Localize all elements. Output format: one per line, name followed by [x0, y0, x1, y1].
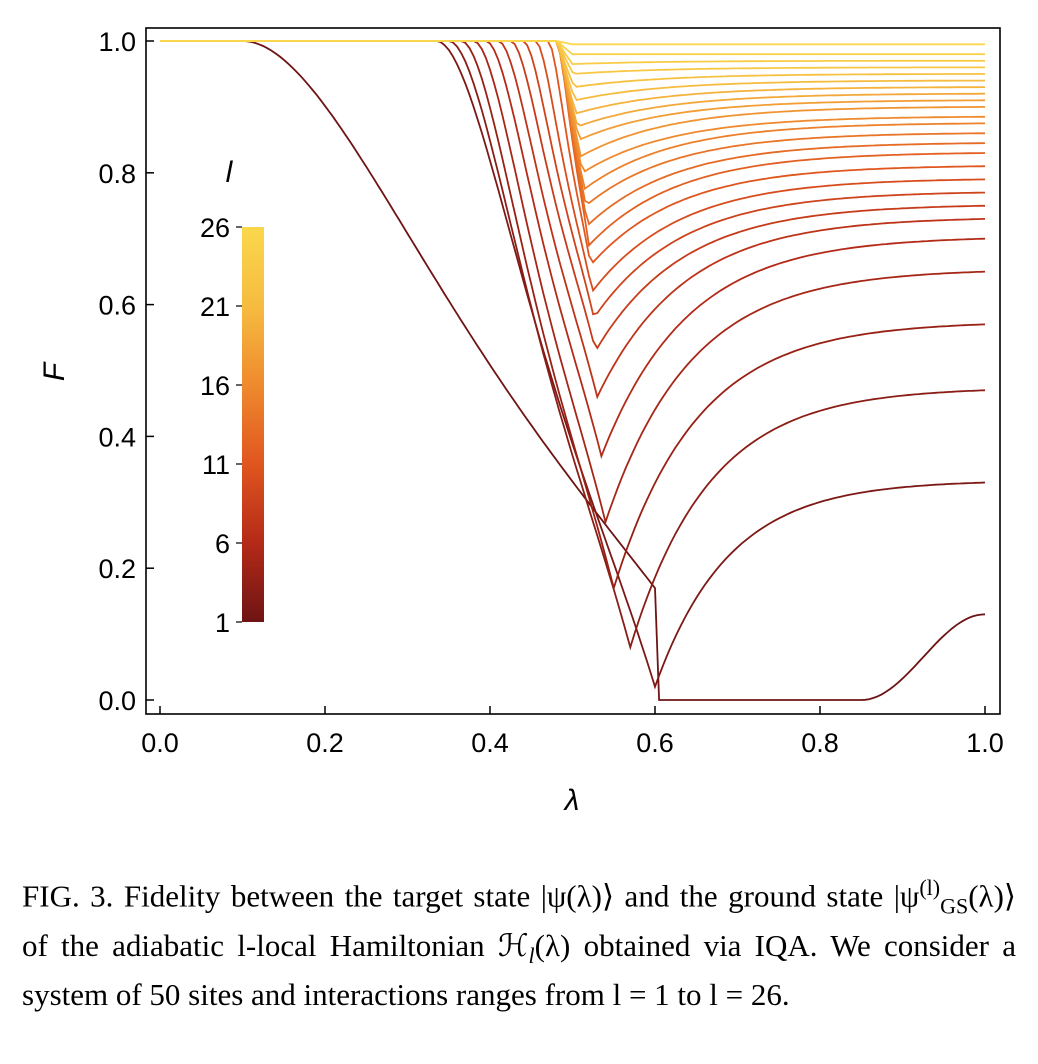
y-axis-title: F: [38, 361, 71, 381]
y-tick-label: 0.4: [98, 422, 136, 452]
colorbar-tick-label: 16: [200, 371, 230, 401]
caption-text-c: (λ) obtained via IQA. We consider a syst…: [22, 927, 1016, 1012]
y-tick-label: 1.0: [98, 27, 136, 57]
caption-subscript: GS: [940, 893, 969, 919]
colorbar-gradient: [242, 227, 264, 622]
caption-text-a: Fidelity between the target state |ψ(λ)⟩…: [113, 878, 920, 914]
curve-l-26: [160, 40, 985, 46]
colorbar-title: l: [226, 156, 234, 189]
x-tick-label: 0.6: [636, 728, 674, 758]
x-tick-label: 0.0: [141, 728, 179, 758]
x-tick-label: 1.0: [966, 728, 1004, 758]
curve-l-23: [160, 40, 985, 75]
colorbar-tick-label: 21: [200, 292, 230, 322]
y-axis-ticks: 0.0 0.2 0.4 0.6 0.8 1.0: [98, 27, 154, 716]
curve-group: [160, 40, 986, 701]
x-axis-ticks: 0.0 0.2 0.4 0.6 0.8 1.0: [141, 706, 1004, 758]
fidelity-chart: 0.0 0.2 0.4 0.6 0.8 1.0 0.00.20.40.60.81.0 λ …: [38, 27, 1004, 817]
curve-l-1: [160, 40, 986, 701]
y-tick-label: 0.6: [98, 291, 136, 321]
y-tick-label: 0.2: [98, 554, 136, 584]
colorbar-tick-label: 11: [202, 450, 230, 480]
colorbar-tick-label: 1: [215, 608, 230, 638]
x-tick-label: 0.4: [471, 728, 509, 758]
x-axis-title: λ: [563, 784, 580, 817]
colorbar-tick-label: 6: [215, 529, 230, 559]
caption-subscript-2: l: [528, 942, 535, 968]
curve-l-8: [160, 40, 985, 350]
caption-fig-label: FIG. 3.: [22, 878, 114, 914]
colorbar-tick-label: 26: [200, 213, 230, 243]
y-tick-label: 0.8: [98, 159, 136, 189]
caption-superscript: (l): [919, 875, 941, 900]
caption-text-b: (λ)⟩ of the adiabatic l-local Hamiltonia…: [22, 878, 1016, 963]
figure-caption: FIG. 3. Fidelity between the target stat…: [22, 868, 1016, 1014]
x-tick-label: 0.2: [306, 728, 344, 758]
x-tick-label: 0.8: [801, 728, 839, 758]
y-tick-label: 0.0: [98, 686, 136, 716]
curve-l-25: [160, 40, 985, 56]
plot-frame: [145, 27, 1001, 715]
